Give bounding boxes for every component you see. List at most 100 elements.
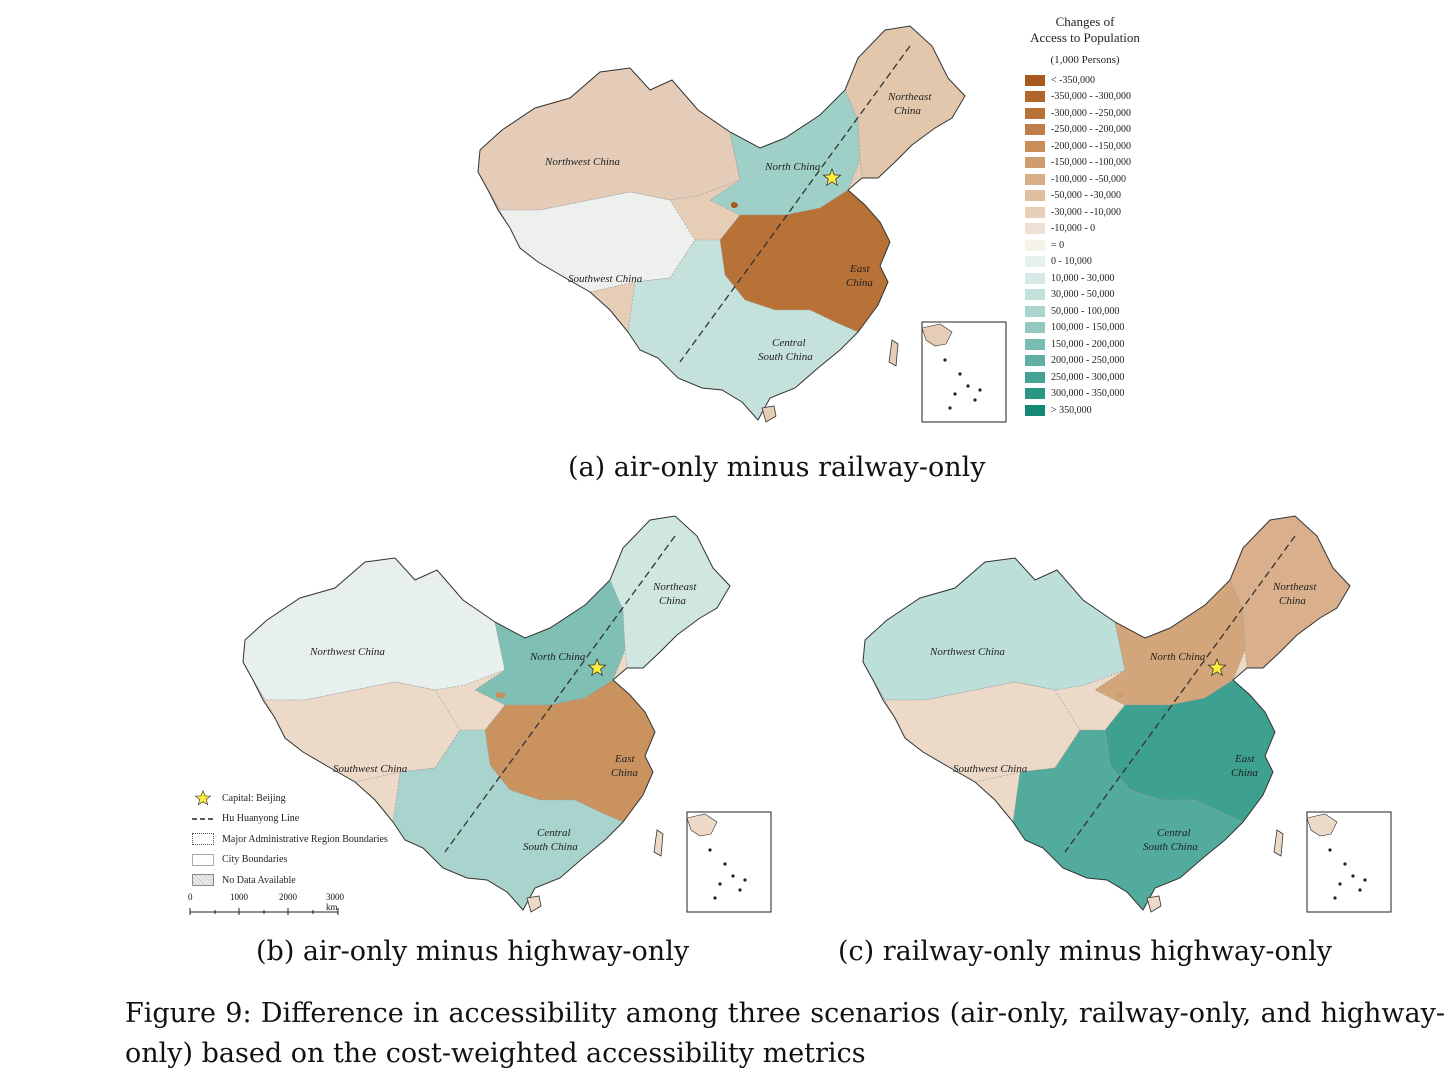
- legend-unit: (1,000 Persons): [1050, 54, 1120, 66]
- legend-class: 0 - 10,000: [1010, 254, 1160, 271]
- legend-swatch: [1025, 388, 1045, 400]
- legend-title-line1: Changes of: [1055, 14, 1115, 29]
- region-label: China: [894, 105, 921, 117]
- region-west: [243, 557, 506, 701]
- legend-class: > 350,000: [1010, 402, 1160, 419]
- map-b-svg: Northwest China North China Northeast China…: [242, 515, 772, 913]
- region-label: South China: [523, 841, 578, 853]
- legend-class-label: 100,000 - 150,000: [1051, 322, 1125, 334]
- map-air-minus-railway: Northwest China North China Northeast China…: [440, 10, 1010, 440]
- legend-class: -50,000 - -30,000: [1010, 188, 1160, 205]
- legend-class: 10,000 - 30,000: [1010, 270, 1160, 287]
- legend-swatch: [1025, 91, 1045, 103]
- legend-swatch: [1025, 173, 1045, 185]
- legend-class: -10,000 - 0: [1010, 221, 1160, 238]
- legend-class: 50,000 - 100,000: [1010, 303, 1160, 320]
- hainan-island: [761, 405, 777, 423]
- legend-class-label: 30,000 - 50,000: [1051, 289, 1115, 301]
- legend-class: -200,000 - -150,000: [1010, 138, 1160, 155]
- map-a-svg: Northwest China North China Northeast China…: [477, 25, 1007, 423]
- map-air-minus-highway: Northwest China North China Northeast China…: [200, 500, 780, 930]
- legend-class-label: -150,000 - -100,000: [1051, 157, 1131, 169]
- legend-class: -100,000 - -50,000: [1010, 171, 1160, 188]
- region-west: [863, 557, 1126, 701]
- legend-swatch: [1025, 223, 1045, 235]
- box-icon: [192, 853, 214, 866]
- scale-bar: 0 1000 2000 3000 km: [188, 892, 348, 918]
- region-label: East: [849, 263, 871, 275]
- region-label: North China: [764, 161, 821, 173]
- ref-nodata-label: No Data Available: [222, 874, 296, 886]
- legend-class: -250,000 - -200,000: [1010, 122, 1160, 139]
- legend-swatch: [1025, 74, 1045, 86]
- legend-swatch: [1025, 190, 1045, 202]
- taiwan-island: [1273, 829, 1284, 857]
- legend-class-label: < -350,000: [1051, 74, 1095, 86]
- legend-class: 200,000 - 250,000: [1010, 353, 1160, 370]
- map-railway-minus-highway: Northwest China North China Northeast China…: [820, 500, 1400, 930]
- ref-hu-line: Hu Huanyong Line: [192, 809, 442, 830]
- region-label: Northwest China: [309, 646, 385, 658]
- legend-swatch: [1025, 322, 1045, 334]
- hatched-box-icon: [192, 874, 214, 887]
- caption-b: (b) air-only minus highway-only: [256, 936, 690, 967]
- legend-class-label: -10,000 - 0: [1051, 223, 1096, 235]
- ref-city-label: City Boundaries: [222, 854, 288, 866]
- scale-tick-2000: 2000: [279, 892, 297, 902]
- region-label: North China: [529, 651, 586, 663]
- region-label: China: [846, 277, 873, 289]
- ref-admin-label: Major Administrative Region Boundaries: [222, 833, 388, 845]
- south-china-sea-inset: [686, 811, 772, 913]
- scale-bar-line: [189, 908, 339, 915]
- dotted-box-icon: [192, 833, 214, 846]
- ref-nodata: No Data Available: [192, 870, 442, 891]
- city-cell: [500, 692, 506, 698]
- region-label: Northeast: [1272, 581, 1317, 593]
- legend-class-label: -30,000 - -10,000: [1051, 206, 1121, 218]
- ref-capital: Capital: Beijing: [192, 788, 442, 809]
- region-label: China: [1231, 767, 1258, 779]
- south-china-sea-inset: [1306, 811, 1392, 913]
- china-choropleth: Northwest China North China Northeast China…: [862, 515, 1392, 913]
- ref-city: City Boundaries: [192, 850, 442, 871]
- map-c-svg: Northwest China North China Northeast China…: [862, 515, 1392, 913]
- legend: Changes of Access to Population (1,000 P…: [1010, 14, 1160, 419]
- region-label: North China: [1149, 651, 1206, 663]
- taiwan-island: [888, 339, 899, 367]
- ref-hu-line-label: Hu Huanyong Line: [222, 813, 300, 825]
- legend-class-label: 250,000 - 300,000: [1051, 371, 1125, 383]
- star-icon: [195, 790, 211, 806]
- legend-swatch: [1025, 107, 1045, 119]
- hainan-island: [526, 895, 542, 913]
- china-choropleth: Northwest China North China Northeast China…: [477, 25, 1007, 423]
- china-outline: [477, 25, 966, 421]
- region-label: South China: [758, 351, 813, 363]
- legend-class-label: -100,000 - -50,000: [1051, 173, 1126, 185]
- region-label: East: [614, 753, 636, 765]
- legend-class-label: 50,000 - 100,000: [1051, 305, 1120, 317]
- legend-class: < -350,000: [1010, 72, 1160, 89]
- scale-tick-1000: 1000: [230, 892, 248, 902]
- legend-class: 100,000 - 150,000: [1010, 320, 1160, 337]
- legend-class-label: 150,000 - 200,000: [1051, 338, 1125, 350]
- city-cell: [496, 692, 502, 698]
- legend-swatch: [1025, 140, 1045, 152]
- legend-class: 150,000 - 200,000: [1010, 336, 1160, 353]
- region-label: South China: [1143, 841, 1198, 853]
- legend-class-label: -300,000 - -250,000: [1051, 107, 1131, 119]
- taiwan-island: [653, 829, 664, 857]
- region-label: Southwest China: [953, 763, 1028, 775]
- legend-class: 300,000 - 350,000: [1010, 386, 1160, 403]
- region-label: China: [1279, 595, 1306, 607]
- region-label: Central: [772, 337, 806, 349]
- legend-class-label: = 0: [1051, 239, 1065, 251]
- legend-swatch: [1025, 289, 1045, 301]
- dashed-line-icon: [192, 818, 214, 820]
- legend-class-label: -50,000 - -30,000: [1051, 190, 1121, 202]
- legend-class: 250,000 - 300,000: [1010, 369, 1160, 386]
- legend-classes: < -350,000 -350,000 - -300,000 -300,000 - …: [1010, 72, 1160, 419]
- legend-class-label: -200,000 - -150,000: [1051, 140, 1131, 152]
- region-label: China: [611, 767, 638, 779]
- region-label: Northeast: [652, 581, 697, 593]
- china-choropleth: Northwest China North China Northeast China…: [242, 515, 772, 913]
